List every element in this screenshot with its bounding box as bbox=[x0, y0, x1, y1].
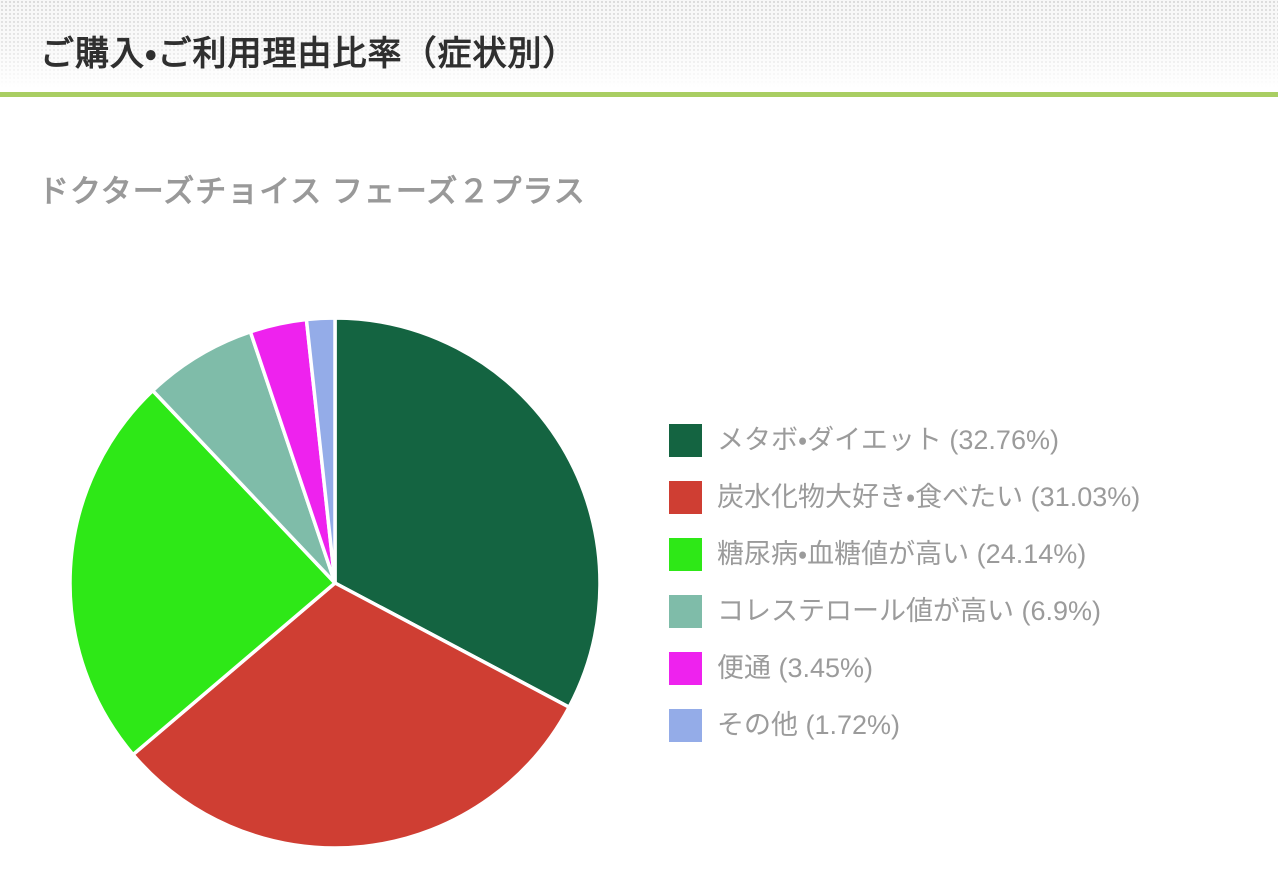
legend-label: その他 (1.72%) bbox=[717, 710, 901, 740]
legend-label: コレステロール値が高い (6.9%) bbox=[717, 596, 1102, 626]
page-title: ご購入・ご利用理由比率（症状別） bbox=[40, 35, 578, 73]
legend-item-5: その他 (1.72%) bbox=[669, 709, 1140, 742]
pie-slice-2[interactable] bbox=[68, 388, 337, 757]
page-header: ご購入・ご利用理由比率（症状別） bbox=[0, 0, 1278, 88]
legend-swatch-icon bbox=[669, 424, 702, 457]
legend-label: 糖尿病・血糖値が高い (24.14%) bbox=[717, 539, 1087, 569]
pie-slice-1[interactable] bbox=[131, 581, 571, 850]
pie-chart bbox=[68, 316, 602, 850]
pie-slice-5[interactable] bbox=[304, 316, 337, 585]
legend-item-4: 便通 (3.45%) bbox=[669, 652, 1140, 685]
legend-label: 便通 (3.45%) bbox=[717, 653, 874, 683]
chart-legend: メタボ・ダイエット (32.76%) 炭水化物大好き・食べたい (31.03%) 糖… bbox=[669, 424, 1140, 766]
pie-slice-0[interactable] bbox=[333, 316, 602, 709]
legend-item-0: メタボ・ダイエット (32.76%) bbox=[669, 424, 1140, 457]
legend-label: メタボ・ダイエット (32.76%) bbox=[717, 425, 1059, 455]
pie-slice-3[interactable] bbox=[151, 330, 337, 585]
legend-swatch-icon bbox=[669, 538, 702, 571]
legend-swatch-icon bbox=[669, 481, 702, 514]
chart-title: ドクターズチョイス フェーズ２プラス bbox=[38, 174, 586, 209]
legend-item-2: 糖尿病・血糖値が高い (24.14%) bbox=[669, 538, 1140, 571]
legend-swatch-icon bbox=[669, 652, 702, 685]
legend-item-3: コレステロール値が高い (6.9%) bbox=[669, 595, 1140, 628]
legend-item-1: 炭水化物大好き・食べたい (31.03%) bbox=[669, 481, 1140, 514]
legend-label: 炭水化物大好き・食べたい (31.03%) bbox=[717, 482, 1141, 512]
legend-swatch-icon bbox=[669, 595, 702, 628]
legend-swatch-icon bbox=[669, 709, 702, 742]
header-divider bbox=[0, 92, 1278, 97]
